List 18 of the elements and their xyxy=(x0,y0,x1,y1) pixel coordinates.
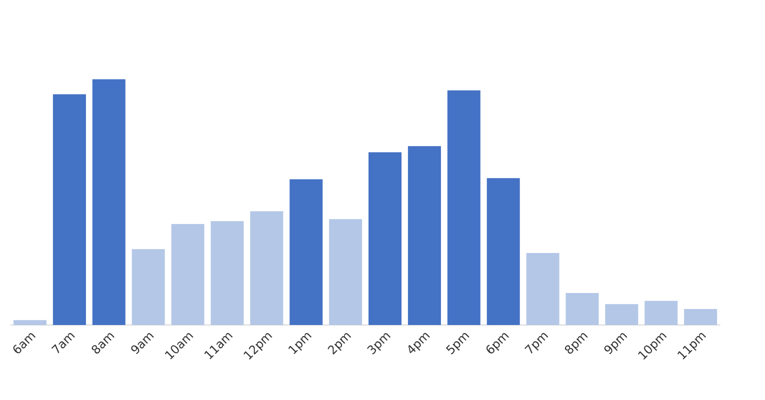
bar xyxy=(368,152,402,325)
bar xyxy=(132,249,165,325)
bar xyxy=(290,179,323,325)
bar xyxy=(329,219,362,325)
bar xyxy=(210,221,244,325)
bar xyxy=(447,90,480,325)
bar xyxy=(526,253,560,325)
bar xyxy=(605,304,638,325)
bar xyxy=(92,79,126,325)
bar xyxy=(14,320,47,325)
bar xyxy=(566,293,599,325)
bar xyxy=(684,309,718,325)
bar xyxy=(644,300,678,325)
bar xyxy=(52,94,86,325)
bar xyxy=(408,146,441,325)
bar xyxy=(250,211,284,325)
bar xyxy=(486,178,520,325)
bar xyxy=(171,224,204,325)
